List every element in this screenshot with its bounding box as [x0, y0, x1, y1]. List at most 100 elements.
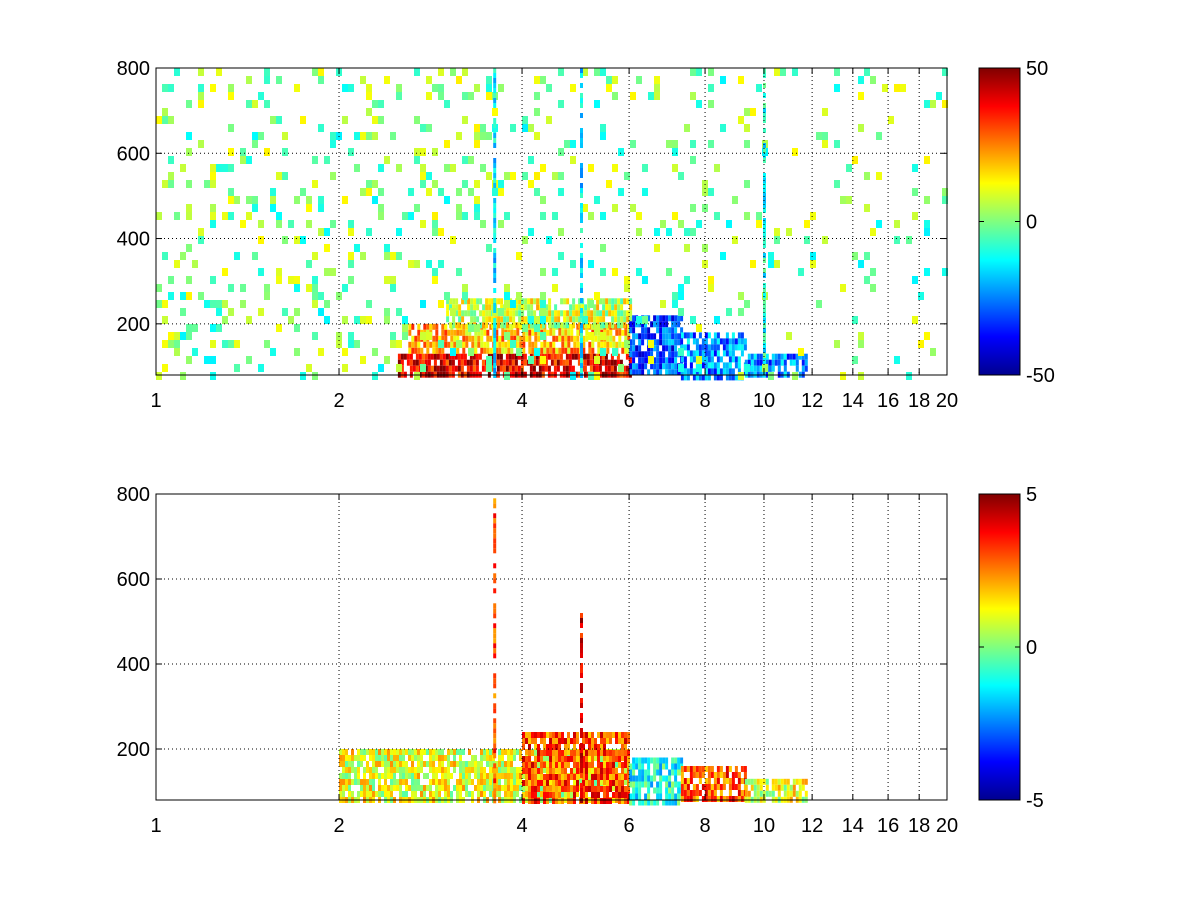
heatmap-cell	[686, 350, 690, 357]
heatmap-cell	[491, 322, 495, 329]
heatmap-cell	[567, 780, 570, 786]
heatmap-cell	[312, 276, 318, 284]
heatmap-cell	[522, 768, 525, 774]
heatmap-cell	[740, 790, 744, 796]
heatmap-cell	[288, 220, 294, 228]
heatmap-cell	[300, 372, 306, 380]
heatmap-cells	[156, 68, 948, 381]
heatmap-streak-cell	[493, 533, 497, 539]
heatmap-cell	[603, 762, 606, 768]
heatmap-cell	[186, 204, 192, 212]
heatmap-cell	[390, 276, 396, 284]
heatmap-cell	[390, 340, 396, 348]
heatmap-streak-cell	[763, 103, 766, 108]
heatmap-cell	[603, 779, 606, 785]
heatmap-streak-cell	[493, 228, 497, 233]
heatmap-cell	[635, 333, 639, 340]
heatmap-cell	[611, 304, 615, 311]
heatmap-cell	[357, 779, 360, 785]
heatmap-cell	[564, 329, 568, 336]
heatmap-cell	[656, 351, 660, 358]
heatmap-cell	[725, 772, 729, 778]
heatmap-cell	[360, 356, 366, 364]
heatmap-cell	[552, 744, 555, 750]
heatmap-cell	[510, 779, 513, 785]
heatmap-cell	[683, 356, 687, 363]
heatmap-cell	[756, 784, 760, 791]
heatmap-cell	[627, 768, 630, 774]
heatmap-cell	[588, 332, 594, 340]
heatmap-cell	[716, 344, 720, 351]
heatmap-cell	[351, 755, 354, 761]
heatmap-cell	[516, 779, 519, 785]
heatmap-cell	[632, 369, 636, 376]
heatmap-cell	[710, 796, 714, 802]
heatmap-cell	[435, 323, 439, 330]
heatmap-cell	[570, 750, 573, 756]
heatmap-cell	[635, 787, 639, 794]
heatmap-cell	[731, 778, 735, 784]
heatmap-cell	[465, 335, 469, 342]
heatmap-cell	[456, 335, 460, 342]
heatmap-cell	[465, 767, 468, 773]
heatmap-cell	[686, 784, 690, 790]
heatmap-cell	[540, 774, 543, 780]
heatmap-cell	[852, 316, 858, 324]
heatmap-cell	[467, 304, 471, 311]
heatmap-cell	[577, 353, 581, 360]
heatmap-cell	[348, 779, 351, 785]
heatmap-cell	[822, 140, 828, 148]
heatmap-cell	[222, 340, 228, 348]
heatmap-cell	[674, 799, 678, 806]
heatmap-cell	[731, 338, 735, 345]
heatmap-cell	[375, 791, 378, 797]
heatmap-cell	[360, 252, 366, 260]
heatmap-cell	[540, 308, 546, 316]
heatmap-cell	[216, 164, 222, 172]
heatmap-cell	[522, 798, 525, 804]
heatmap-cell	[432, 779, 435, 785]
heatmap-cell	[707, 796, 711, 802]
heatmap-cell	[656, 357, 660, 364]
heatmap-cell	[439, 359, 443, 366]
heatmap-cell	[558, 188, 564, 196]
heatmap-cell	[731, 356, 735, 363]
heatmap-cell	[156, 372, 162, 380]
heatmap-cell	[614, 316, 618, 323]
heatmap-cell	[402, 316, 408, 324]
heatmap-cell	[472, 365, 476, 372]
heatmap-cell	[504, 773, 507, 779]
heatmap-cell	[414, 372, 420, 380]
heatmap-cell	[550, 359, 554, 366]
heatmap-cell	[549, 762, 552, 768]
heatmap-cell	[732, 196, 738, 204]
heatmap-cell	[641, 357, 645, 364]
heatmap-cell	[330, 140, 336, 148]
heatmap-cell	[516, 767, 519, 773]
heatmap-cell	[174, 68, 180, 76]
heatmap-cell	[543, 798, 546, 804]
heatmap-cell	[565, 365, 569, 372]
heatmap-cell	[408, 341, 412, 348]
heatmap-cell	[638, 763, 642, 770]
heatmap-streak-cell	[493, 773, 497, 779]
heatmap-streak-cell	[493, 318, 497, 323]
heatmap-cell	[654, 84, 660, 92]
heatmap-cell	[417, 347, 421, 354]
heatmap-cell	[366, 749, 369, 755]
heatmap-streak-cell	[493, 138, 497, 143]
heatmap-cell	[518, 304, 522, 311]
heatmap-cell	[636, 212, 642, 220]
heatmap-cell	[528, 329, 532, 336]
heatmap-streak-cell	[580, 338, 583, 343]
heatmap-streak-cell	[580, 98, 583, 103]
heatmap-cell	[653, 339, 657, 346]
heatmap-streak-cell	[580, 748, 583, 753]
heatmap-cell	[396, 779, 399, 785]
heatmap-cell	[620, 298, 624, 305]
heatmap-cell	[616, 353, 620, 360]
heatmap-cell	[372, 767, 375, 773]
heatmap-cell	[387, 755, 390, 761]
heatmap-cell	[411, 341, 415, 348]
heatmap-cell	[508, 353, 512, 360]
